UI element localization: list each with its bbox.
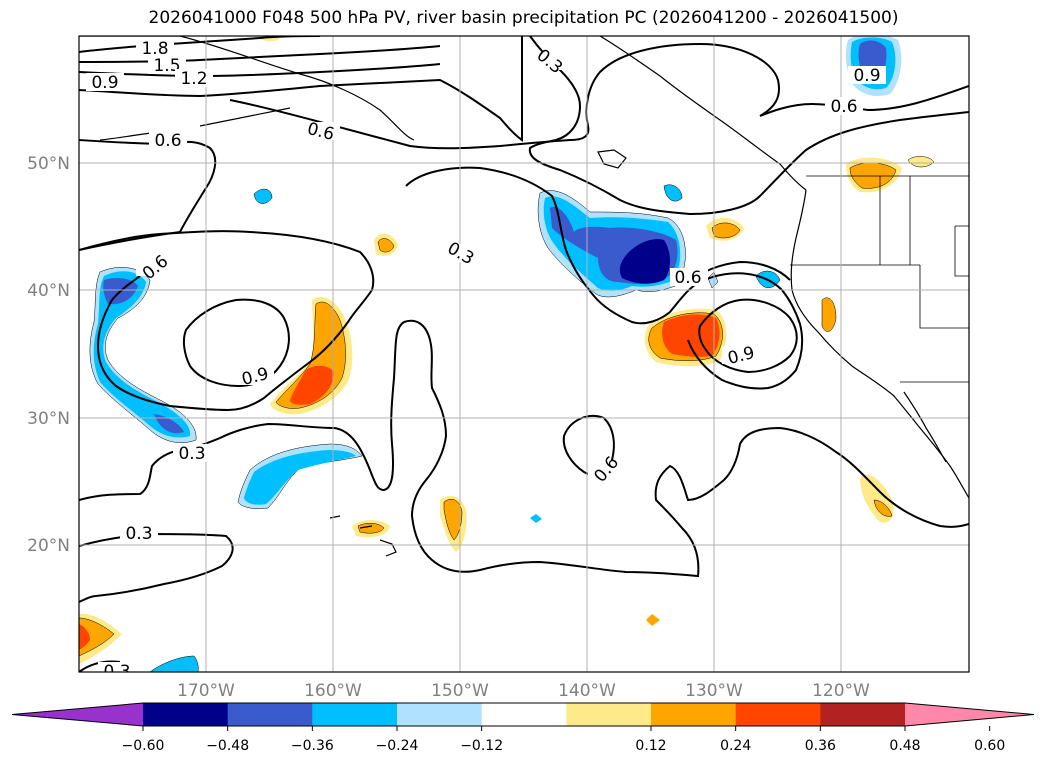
colorbar-tick-label: −0.36	[291, 738, 334, 754]
colorbar-segment	[143, 703, 229, 726]
precip-positive-small-7-core	[357, 523, 385, 534]
border-states	[790, 176, 969, 329]
precip-positive-small-1-core	[377, 238, 395, 253]
pv-label: 1.5	[153, 56, 180, 76]
colorbar-tick-label: −0.24	[376, 738, 419, 754]
colorbar-extend-min	[12, 703, 143, 726]
colorbar-segment	[820, 703, 906, 726]
latitude-labels: 50°N 40°N 30°N 20°N	[27, 154, 70, 556]
lon-label-160w: 160°W	[304, 681, 362, 701]
precip-positive-small-6-core	[443, 499, 463, 541]
colorbar: −0.60 −0.48 −0.36 −0.24 −0.12 0.12 0.24 0.36 0.4…	[11, 702, 1035, 754]
colorbar-segment	[566, 703, 652, 726]
lon-label-140w: 140°W	[558, 681, 616, 701]
state-borders	[790, 175, 969, 383]
pv-contour-0-3-bottom	[79, 660, 121, 672]
lon-label-120w: 120°W	[812, 681, 870, 701]
pv-label: 0.6	[830, 97, 857, 117]
precip-positive-small-4	[907, 156, 935, 168]
precip-negative-small-1	[253, 188, 273, 204]
pv-label: 0.6	[154, 131, 181, 151]
precip-positive-small-2-core	[711, 222, 741, 239]
coastline-island-small	[597, 149, 627, 169]
pv-label: 0.3	[125, 524, 152, 544]
pv-label: 0.3	[444, 238, 477, 269]
pv-contour-0-9-ring	[182, 298, 290, 388]
precip-shading	[79, 36, 935, 672]
pv-contour-0-3-south	[79, 532, 234, 603]
lon-label-150w: 150°W	[431, 681, 489, 701]
map-title: 2026041000 F048 500 hPa PV, river basin …	[148, 8, 899, 28]
precip-negative-small-4	[707, 271, 719, 289]
coastlines	[79, 36, 969, 557]
pv-contour-0-9-east	[698, 298, 798, 374]
map-area: 1.8 1.5 1.2 0.9 0.6 0.6 0.3 0.6 0.9 0.3 …	[79, 36, 969, 682]
pv-label: 1.2	[180, 69, 207, 89]
pv-contour-0-9-north	[79, 36, 523, 142]
pv-contour-0-3-middle-south	[79, 319, 969, 578]
lat-label-40n: 40°N	[27, 281, 70, 301]
pv-contour-1-2	[79, 63, 441, 78]
pv-contour-0-6-west	[79, 230, 375, 412]
colorbar-segment	[397, 703, 483, 726]
colorbar-tick-label: 0.12	[635, 738, 666, 754]
pv-contour-0-6-north	[79, 139, 217, 251]
longitude-labels: 170°W 160°W 150°W 140°W 130°W 120°W	[177, 681, 870, 701]
precip-positive-central-west-core	[290, 365, 334, 405]
lat-label-20n: 20°N	[27, 536, 70, 556]
colorbar-segment	[735, 703, 821, 726]
precip-positive-small-8-core	[873, 499, 893, 517]
pv-label: 1.8	[141, 39, 168, 59]
pv-contours	[79, 36, 969, 672]
colorbar-tick-label: 0.60	[974, 738, 1005, 754]
pv-contour-1-8	[79, 36, 321, 53]
coastline-hawaii-islands	[329, 515, 397, 557]
colorbar-tick-label: −0.12	[460, 738, 503, 754]
pv-label: 0.3	[178, 444, 205, 464]
pv-label: 0.9	[853, 66, 880, 86]
precip-negative-west-core-2	[154, 414, 184, 434]
precip-positive-bottom-left-core	[79, 624, 90, 650]
precip-negative-northeast-pacific-max	[619, 239, 670, 284]
pv-label: 0.9	[91, 73, 118, 93]
precip-positive-small-5	[821, 297, 837, 332]
colorbar-tick-label: −0.60	[122, 738, 165, 754]
map-frame	[78, 35, 970, 673]
precip-positive-central-east-core	[662, 314, 720, 357]
colorbar-tick-label: 0.36	[805, 738, 836, 754]
precip-positive-bottom-left	[79, 617, 115, 657]
precip-negative-bottom-left	[149, 655, 199, 672]
precip-negative-small-5	[530, 514, 542, 523]
lon-label-170w: 170°W	[177, 681, 235, 701]
colorbar-tick-label: 0.48	[889, 738, 920, 754]
precip-negative-small-2	[663, 184, 683, 202]
lat-label-30n: 30°N	[27, 409, 70, 429]
colorbar-segment	[651, 703, 737, 726]
colorbar-tick-label: −0.48	[206, 738, 249, 754]
pv-label: 0.6	[674, 268, 701, 288]
gridlines	[79, 36, 969, 672]
pv-contour-0-6-ne	[229, 42, 969, 150]
lon-label-130w: 130°W	[685, 681, 743, 701]
pv-contour-0-3-upper	[528, 36, 969, 216]
coastline-baja-california	[903, 391, 947, 463]
pv-contour-1-5	[79, 45, 441, 63]
lat-label-50n: 50°N	[27, 154, 70, 174]
colorbar-tick-label: 0.24	[720, 738, 751, 754]
precip-positive-small-9	[646, 614, 660, 626]
colorbar-segment	[227, 703, 313, 726]
precip-negative-central-streak	[244, 450, 356, 505]
precip-negative-west-band	[93, 271, 191, 438]
colorbar-segment	[312, 703, 398, 726]
pv-label: 0.3	[533, 45, 567, 78]
pv-label: 0.6	[590, 453, 623, 487]
colorbar-segment	[481, 703, 567, 726]
colorbar-extend-max	[905, 703, 1034, 726]
coastline-gulf-of-alaska	[599, 36, 807, 191]
pv-label: 0.3	[103, 662, 130, 682]
